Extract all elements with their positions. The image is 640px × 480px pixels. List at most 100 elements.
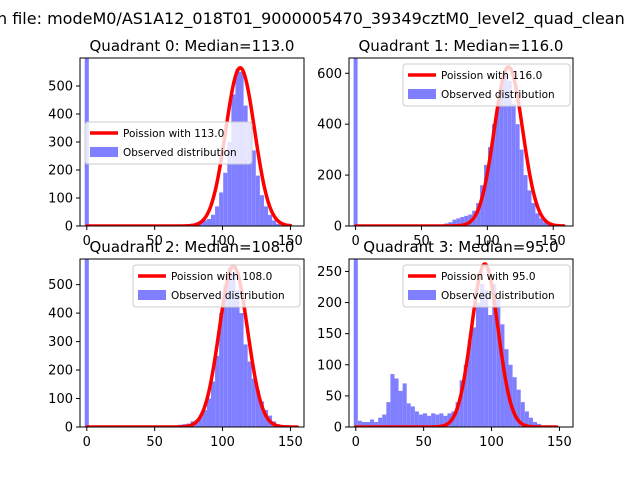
axes-frame <box>79 258 305 428</box>
y-tick-label: 500 <box>48 80 73 95</box>
x-tick-label: 100 <box>210 234 235 249</box>
histogram-bar <box>431 413 436 427</box>
axes-frame <box>348 258 574 428</box>
x-tick-label: 0 <box>352 435 360 450</box>
histogram-bar <box>251 378 256 427</box>
histogram-bar <box>495 106 500 226</box>
histogram-bar <box>476 203 481 226</box>
legend: Poission with 113.0 Observed distribution <box>84 121 253 165</box>
histogram-bar <box>223 284 228 427</box>
histogram-bar <box>206 398 211 427</box>
histogram-bar <box>231 273 236 427</box>
histogram-bar <box>247 361 252 427</box>
x-tick-label: 50 <box>146 234 163 249</box>
legend-observed-swatch <box>408 89 436 99</box>
histogram-bar <box>211 214 216 226</box>
histogram-bar <box>202 220 207 226</box>
histogram-bar <box>456 218 461 226</box>
y-tick-label: 0 <box>65 421 73 436</box>
histogram-bar <box>418 414 423 427</box>
histogram-bar <box>507 80 512 226</box>
histogram-bar <box>480 185 485 226</box>
histogram-bar <box>539 218 544 226</box>
histogram-bar <box>496 299 501 427</box>
quadrant-2-title: Quadrant 2: Median=108.0 <box>90 238 295 256</box>
histogram-bar <box>524 411 529 427</box>
histogram-bar <box>206 219 211 226</box>
histogram-bar <box>268 214 273 226</box>
histogram-bar <box>484 290 489 427</box>
legend-observed-label: Observed distribution <box>171 290 285 302</box>
histogram-bar <box>259 195 264 226</box>
quadrant-2-panel: 0 50 100 150 0 100 200 300 400 500 Quadrant 2: Med… <box>48 238 305 450</box>
x-tick-label: 50 <box>415 435 432 450</box>
quadrant-0-panel: 0 50 100 150 0 100 200 300 400 500 Quadrant 0: Med… <box>48 37 305 249</box>
histogram-bar <box>370 419 375 427</box>
histogram-bar <box>382 414 387 427</box>
histogram-bar <box>427 415 432 427</box>
legend-poisson-label: Poission with 116.0 <box>441 70 542 82</box>
histogram-bar <box>499 83 504 226</box>
legend-observed-swatch <box>138 290 166 300</box>
legend-observed-swatch <box>90 147 118 157</box>
y-tick-label: 200 <box>48 164 73 179</box>
histogram-bar <box>520 402 525 427</box>
histogram-bar <box>227 142 232 226</box>
histogram-bar <box>235 290 240 427</box>
histogram-bar <box>471 327 476 427</box>
y-tick-label: 600 <box>317 67 342 82</box>
figure-title: n file: modeM0/AS1A12_018T01_9000005470_… <box>0 9 625 29</box>
poisson-curve <box>354 262 559 427</box>
x-tick-label: 0 <box>83 234 91 249</box>
histogram-bar <box>516 389 521 427</box>
histogram-bar <box>227 267 232 427</box>
x-tick-label: 150 <box>278 234 303 249</box>
x-tick-label: 50 <box>146 435 163 450</box>
legend-box <box>402 264 571 308</box>
histogram-bar <box>353 259 358 427</box>
histogram-bar <box>543 222 548 226</box>
histogram-bar <box>202 409 207 427</box>
y-tick-label: 400 <box>48 307 73 322</box>
histogram-bar <box>535 213 540 226</box>
quadrant-3-plot-area <box>353 259 559 427</box>
histogram-bar <box>365 422 371 427</box>
quadrant-1-panel: 0 50 100 150 0 200 400 600 Quadrant 1: Median=11… <box>317 37 574 249</box>
histogram-bar <box>459 380 464 427</box>
histogram-bar <box>455 402 460 427</box>
histogram-bar <box>198 415 203 427</box>
histogram-bar <box>527 190 532 226</box>
histogram-bar <box>357 420 362 427</box>
legend-observed-label: Observed distribution <box>123 147 237 159</box>
histogram-bar <box>219 313 224 427</box>
legend-poisson-label: Poission with 95.0 <box>441 271 536 283</box>
x-tick-label: 150 <box>278 435 303 450</box>
histogram-bar <box>378 417 383 427</box>
histogram-bar <box>255 389 260 427</box>
histogram-bar <box>464 215 469 226</box>
legend-poisson-label: Poission with 108.0 <box>171 271 272 283</box>
y-tick-label: 100 <box>48 392 73 407</box>
histogram-bar <box>480 283 485 427</box>
y-tick-label: 0 <box>334 220 342 235</box>
histogram-bar <box>523 175 528 226</box>
histogram-bar <box>410 406 415 427</box>
histogram-bar <box>247 122 252 226</box>
legend-observed-swatch <box>408 290 436 300</box>
histogram-bar <box>491 124 496 226</box>
legend-box <box>132 264 301 308</box>
x-tick-label: 50 <box>413 234 430 249</box>
legend-box <box>84 121 253 165</box>
histogram-bar <box>272 220 277 226</box>
histogram-bar <box>519 149 524 226</box>
y-tick-label: 400 <box>317 118 342 133</box>
x-tick-label: 150 <box>541 234 566 249</box>
histogram-bar <box>460 217 465 226</box>
quadrant-1-title: Quadrant 1: Median=116.0 <box>359 37 564 55</box>
y-tick-label: 400 <box>48 108 73 123</box>
legend-observed-label: Observed distribution <box>441 290 555 302</box>
y-tick-label: 200 <box>317 169 342 184</box>
legend-box <box>402 63 571 107</box>
histogram-bar <box>211 381 216 427</box>
x-tick-label: 0 <box>83 435 91 450</box>
